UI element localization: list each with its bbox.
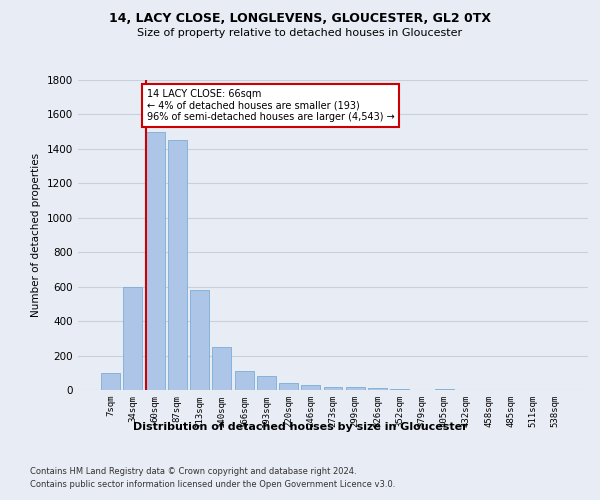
Bar xyxy=(124,286,142,390)
Bar xyxy=(390,389,409,390)
Bar xyxy=(235,371,254,390)
Bar xyxy=(346,386,365,390)
Bar xyxy=(435,389,454,390)
Bar xyxy=(101,373,120,390)
Text: Distribution of detached houses by size in Gloucester: Distribution of detached houses by size … xyxy=(133,422,467,432)
Bar xyxy=(190,290,209,390)
Bar xyxy=(257,376,276,390)
Bar xyxy=(212,347,231,390)
Bar xyxy=(323,386,343,390)
Text: Size of property relative to detached houses in Gloucester: Size of property relative to detached ho… xyxy=(137,28,463,38)
Y-axis label: Number of detached properties: Number of detached properties xyxy=(31,153,41,317)
Text: 14 LACY CLOSE: 66sqm
← 4% of detached houses are smaller (193)
96% of semi-detac: 14 LACY CLOSE: 66sqm ← 4% of detached ho… xyxy=(147,90,395,122)
Bar xyxy=(368,388,387,390)
Bar xyxy=(279,383,298,390)
Bar xyxy=(146,132,164,390)
Bar xyxy=(168,140,187,390)
Text: Contains HM Land Registry data © Crown copyright and database right 2024.: Contains HM Land Registry data © Crown c… xyxy=(30,468,356,476)
Bar xyxy=(301,385,320,390)
Text: 14, LACY CLOSE, LONGLEVENS, GLOUCESTER, GL2 0TX: 14, LACY CLOSE, LONGLEVENS, GLOUCESTER, … xyxy=(109,12,491,26)
Text: Contains public sector information licensed under the Open Government Licence v3: Contains public sector information licen… xyxy=(30,480,395,489)
